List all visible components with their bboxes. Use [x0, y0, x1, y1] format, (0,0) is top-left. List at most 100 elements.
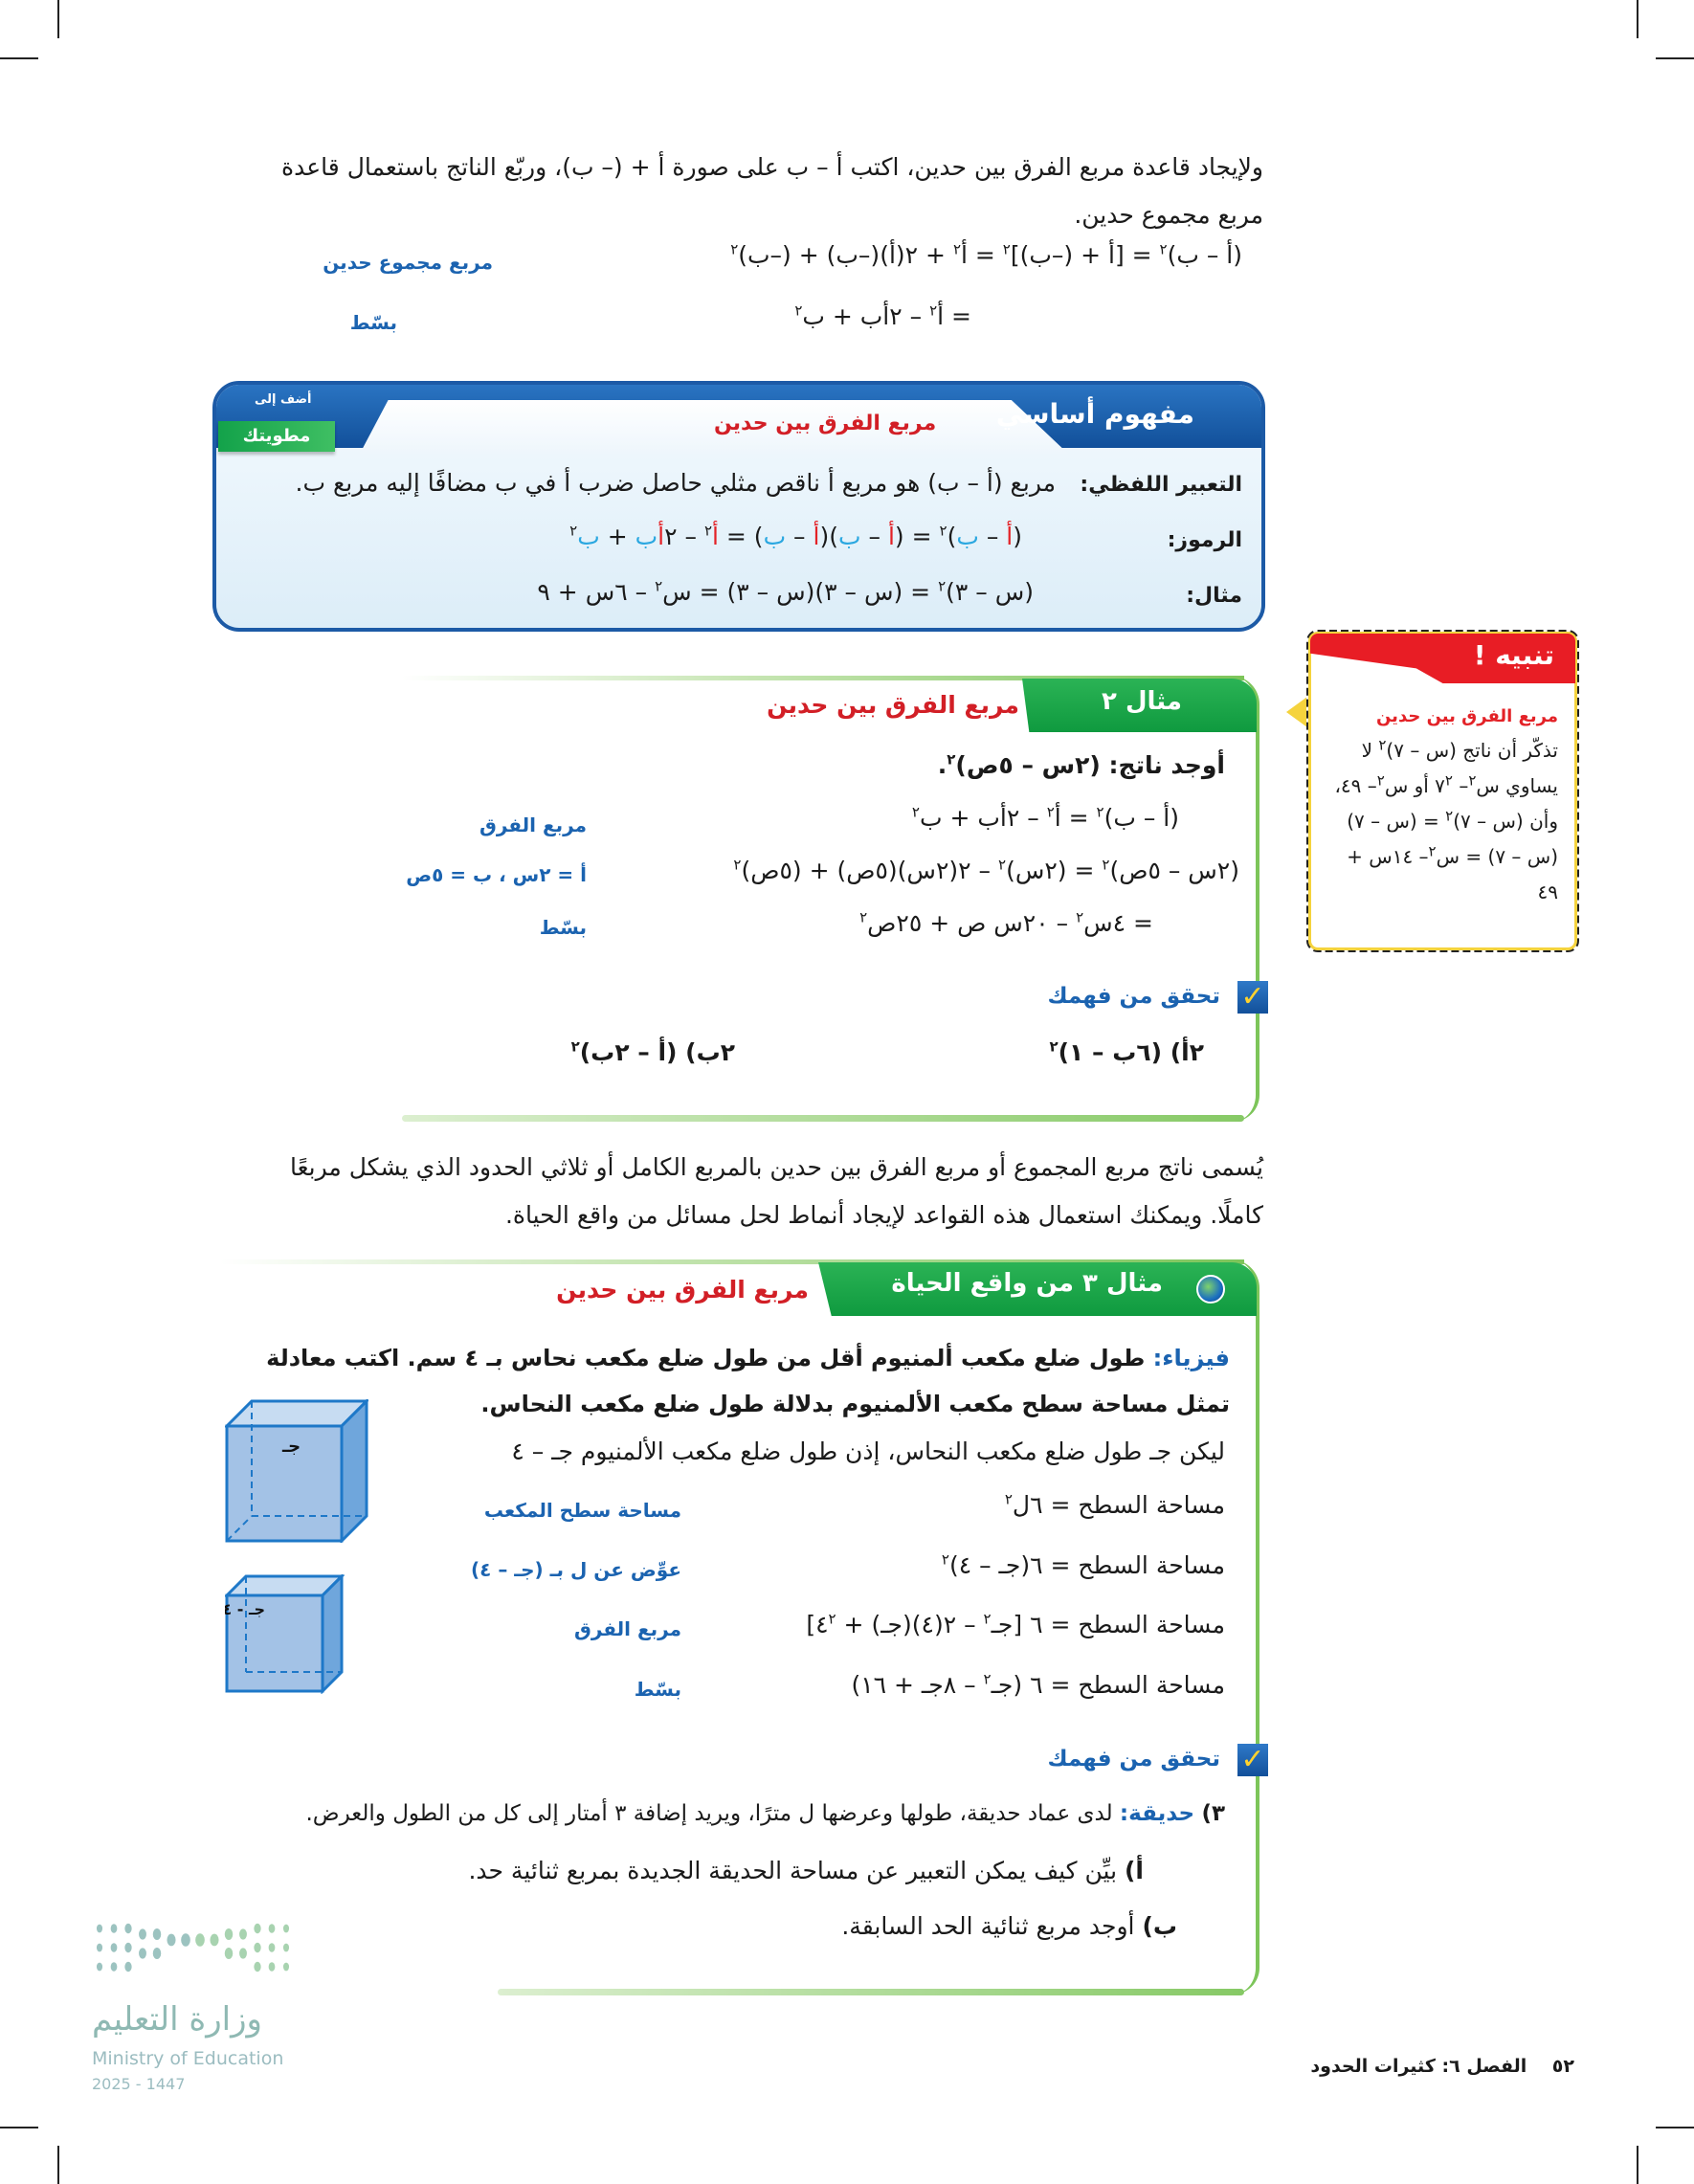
- foldable-caption: أضف إلى: [255, 392, 312, 407]
- intro-note-1: مربع مجموع حدين: [323, 251, 493, 274]
- math-term: لا يساوي س: [1361, 739, 1558, 797]
- example2-subtitle: مربع الفرق بين حدين: [767, 691, 1019, 719]
- foldable-badge: مطويتك: [218, 421, 335, 452]
- exercise-3-number: ٣): [1201, 1801, 1225, 1826]
- example2-title: مثال ٢: [1102, 687, 1182, 716]
- math-term: – ٢أب + ب: [919, 804, 1047, 832]
- exponent: ٢: [733, 856, 742, 874]
- exponent: ٢: [569, 522, 578, 540]
- exponent: ٢: [1376, 771, 1385, 790]
- math-term: = أ: [961, 241, 1003, 269]
- math-term: = أ: [1054, 804, 1097, 832]
- math-term: = (: [894, 523, 940, 550]
- verbal-text: مربع (أ – ب) هو مربع أ ناقص مثلي حاصل ضر…: [295, 469, 1056, 497]
- exponent: ٢: [1076, 908, 1084, 926]
- warning-subtitle: مربع الفرق بين حدين: [1375, 706, 1558, 726]
- exponent: ٢: [703, 522, 712, 540]
- exercise-3b[interactable]: ب) أوجد مربع ثنائية الحد السابقة.: [841, 1912, 1177, 1940]
- aluminum-cube-figure: جـ - ٤: [225, 1574, 345, 1694]
- exercise-3-topic: حديقة:: [1119, 1801, 1195, 1826]
- logo-dot: [181, 1933, 190, 1947]
- example2-tab: [1022, 679, 1257, 732]
- example2-equation-2: (٢س – ٥ص)٢ = (٢س)٢ – ٢(٢س)(٥ص) + (٥ص)٢: [733, 857, 1239, 884]
- logo-dot: [152, 1948, 162, 1959]
- math-term: – ٢أب + ب: [802, 302, 930, 330]
- math-term: = (س – ٧) (س – ٧) = س: [1347, 810, 1558, 868]
- crop-mark: [0, 2127, 38, 2128]
- exponent: ٢: [1096, 803, 1104, 821]
- logo-dot: [254, 1942, 261, 1953]
- math-term: + ٢(أ)(–ب) + (–ب): [738, 241, 953, 269]
- example-label: مثال:: [1186, 584, 1242, 608]
- math-term: أو س: [1384, 774, 1436, 797]
- logo-dot: [167, 1933, 176, 1947]
- exponent: ٢: [952, 240, 961, 258]
- exercise-3[interactable]: ٣) حديقة: لدى عماد حديقة، طولها وعرضها ل…: [305, 1801, 1225, 1826]
- example3-bottom-line: [498, 1989, 1244, 1995]
- logo-dot: [282, 1943, 290, 1952]
- logo-dot: [239, 1948, 247, 1959]
- logo-dot: [254, 1961, 261, 1972]
- crop-mark: [1637, 0, 1638, 38]
- example2-exercise-b[interactable]: ٢ب) (أ – ٢ب)٢: [571, 1038, 735, 1066]
- logo-dot: [282, 1924, 290, 1933]
- crop-mark: [1656, 57, 1694, 59]
- example2-prompt: أوجد ناتج: (٢س – ٥ص)٢.: [938, 751, 1225, 779]
- math-term: – ١٤س + ٤٩: [1347, 845, 1558, 903]
- example3-equation-1: مساحة السطح = ٦ل٢: [1005, 1491, 1225, 1519]
- logo-dot: [152, 1928, 162, 1940]
- exponent: ٢: [794, 301, 803, 320]
- math-term: أ: [1006, 523, 1014, 550]
- math-term: مساحة السطح = ٦ل: [1012, 1491, 1225, 1519]
- symbols-formula: (أ – ب)٢ = (أ – ب)(أ – ب) = أ٢ – ٢أب + ب…: [569, 523, 1022, 550]
- intro-paragraph: ولإيجاد قاعدة مربع الفرق بين حدين، اكتب …: [281, 153, 1263, 229]
- logo-dot: [268, 1924, 276, 1933]
- check-icon: ✓: [1237, 981, 1268, 1014]
- exponent: ٢: [828, 1610, 836, 1628]
- exponent: ٢: [1444, 771, 1453, 790]
- exercise-3a[interactable]: أ) بيِّن كيف يمكن التعبير عن مساحة الحدي…: [468, 1857, 1144, 1884]
- example3-note-4: بسّط: [634, 1678, 681, 1701]
- example3-equation-3: مساحة السطح = ٦ [جـ٢ – ٢(٤)(جـ) + ٤٢]: [806, 1611, 1225, 1638]
- math-term: – ٢(٤)(جـ) + ٤: [815, 1611, 984, 1638]
- math-term: – ٤٩، وأن (س – ٧): [1334, 774, 1558, 833]
- exponent: ٢: [1004, 1490, 1013, 1508]
- exponent: ٢: [941, 1550, 949, 1569]
- topic-label: فيزياء:: [1152, 1345, 1230, 1371]
- math-term: أوجد ناتج: (٢س – ٥ص): [955, 751, 1225, 779]
- exponent: ٢: [1159, 240, 1168, 258]
- crop-mark: [1637, 2146, 1638, 2184]
- math-term: –: [860, 523, 888, 550]
- chapter-title: الفصل ٦: كثيرات الحدود: [1310, 2056, 1527, 2077]
- math-term: (أ – ب): [1167, 241, 1242, 269]
- math-term: = أ: [937, 302, 971, 330]
- exercise-3a-text: بيِّن كيف يمكن التعبير عن مساحة الحديقة …: [468, 1857, 1118, 1884]
- page-footer: ٥٢ الفصل ٦: كثيرات الحدود: [1310, 2056, 1574, 2077]
- math-term: ب: [956, 523, 979, 550]
- logo-dot: [96, 1962, 103, 1972]
- logo-dot: [254, 1923, 261, 1934]
- example2-top-line: [402, 676, 1244, 680]
- example3-note-2: عوِّض عن ل بـ (جـ – ٤): [471, 1558, 681, 1581]
- exponent: ٢: [1378, 736, 1387, 754]
- warning-body: تذكّر أن ناتج (س – ٧)٢ لا يساوي س٢– ٧٢ أ…: [1328, 733, 1558, 910]
- exercise-3b-label: ب): [1142, 1912, 1177, 1940]
- exponent: ٢: [655, 577, 663, 595]
- concept-example: (س – ٣)٢ = (س – ٣)(س – ٣) = س٢ – ٦س + ٩: [537, 578, 1034, 606]
- exponent: ٢: [929, 301, 938, 320]
- concept-title: مفهوم أساسي: [995, 398, 1194, 430]
- example3-title: مثال ٣ من واقع الحياة: [891, 1269, 1163, 1298]
- math-term: ب: [635, 523, 658, 550]
- math-term: أ: [658, 523, 665, 550]
- math-term: ٢ب) (أ – ٢ب): [579, 1038, 735, 1066]
- crop-mark: [57, 2146, 59, 2184]
- crop-mark: [1656, 2127, 1694, 2128]
- math-term: (س – ٣): [946, 578, 1034, 606]
- math-term: = (س – ٣)(س – ٣) = س: [662, 578, 939, 606]
- logo-dot: [124, 1942, 132, 1953]
- ministry-logo-arabic: وزارة التعليم: [92, 2000, 262, 2039]
- logo-dot: [110, 1943, 118, 1952]
- exponent: ٢: [1046, 803, 1055, 821]
- example2-exercise-a[interactable]: ٢أ) (٦ب – ١)٢: [1049, 1038, 1204, 1066]
- key-concept-box: مفهوم أساسي مربع الفرق بين حدين أضف إلى …: [212, 381, 1265, 632]
